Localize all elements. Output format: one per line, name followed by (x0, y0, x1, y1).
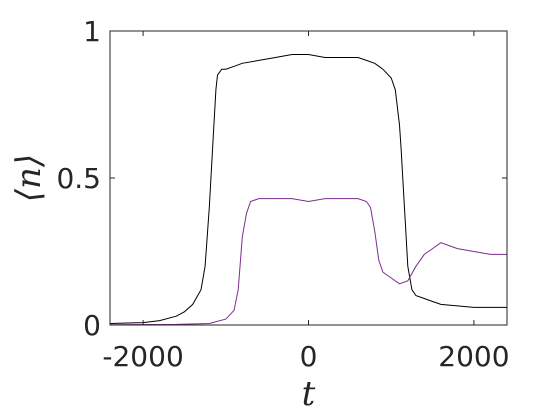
y-tick-label: 0 (83, 309, 101, 342)
y-tick-label: 1 (83, 15, 101, 48)
series-line-1 (109, 54, 507, 324)
x-tick-label: 0 (300, 340, 318, 373)
x-tick-label: -2000 (102, 340, 183, 373)
series-layer (109, 54, 507, 326)
plot-background (110, 31, 507, 325)
y-axis-label: ⟨n⟩ (9, 154, 49, 202)
x-axis-label: t (302, 374, 316, 414)
y-tick-label: 0.5 (56, 162, 101, 195)
series-line-2 (109, 198, 507, 326)
x-tick-label: 2000 (438, 340, 509, 373)
